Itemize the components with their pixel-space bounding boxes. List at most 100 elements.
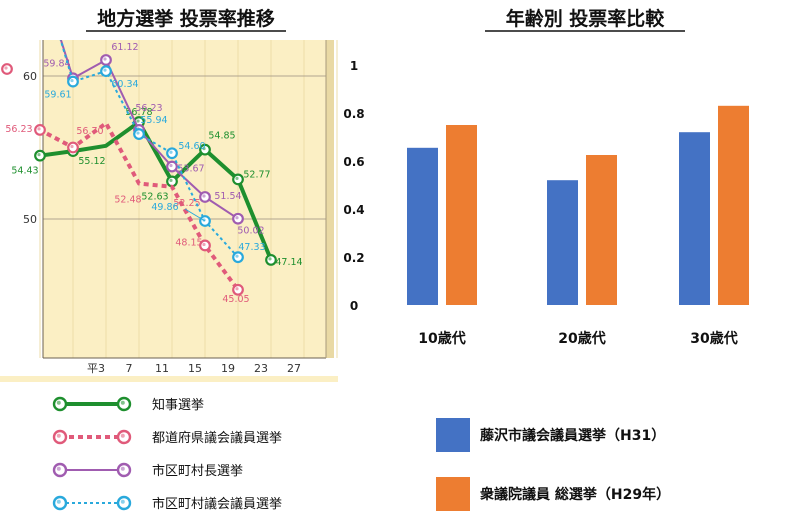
bar-shugiin [718,105,749,305]
data-label: 56.70 [76,126,103,137]
data-label: 56.23 [5,124,32,135]
marker-dot-mayor [235,216,239,220]
data-label: 52.77 [243,169,270,180]
x-tick-label: 23 [254,362,268,375]
right-y-tick: 0 [350,299,358,313]
left-plot-background [43,40,326,358]
data-label: 55.12 [78,156,105,167]
right-y-tick: 0.6 [343,155,364,169]
right-chart-title: 年齢別 投票率比較 [506,7,666,30]
legend-label-fujisawa: 藤沢市議会議員選挙（H31） [480,427,665,444]
marker-dot-prefectural [202,242,206,247]
bar-fujisawa [407,147,438,305]
legend-label-governor: 知事選挙 [152,397,204,413]
marker-dot-municipal [103,68,107,72]
y-tick-50: 50 [23,213,37,226]
marker-dot-governor [202,147,206,151]
x-tick-label: 15 [188,362,202,375]
left-chart-title: 地方選挙 投票率推移 [97,7,275,30]
x-tick-label: 平3 [87,362,105,375]
data-label: 56.78 [125,107,152,118]
data-label: 52.63 [141,191,168,202]
legend-marker-dot [120,400,125,405]
legend-marker-dot [56,466,61,471]
legend-marker-dot [120,433,125,438]
legend-label-municipal: 市区町村議会議員選挙 [152,496,282,512]
data-label: 49.86 [151,202,178,213]
legend-marker-dot [120,499,125,504]
bar-shugiin [446,125,477,305]
series-line-prefectural [43,121,240,291]
x-tick-label: 11 [155,362,169,375]
marker-dot-prefectural [37,127,41,131]
right-bar-chart: 1 0.8 0.6 0.4 0.2 0 10歳代 20歳代 30歳代 [343,59,749,347]
x-tick-label: 27 [287,362,301,375]
data-label: 56.23 [135,103,162,114]
marker-dot-governor [268,257,272,261]
data-label: 59.84 [43,58,70,69]
data-label: 54.85 [208,131,235,142]
right-legend: 藤沢市議会議員選挙（H31） 衆議院議員 総選挙（H29年） [436,418,670,511]
legend-label-shugiin: 衆議院議員 総選挙（H29年） [480,486,670,503]
right-y-tick: 1 [350,59,358,73]
marker-dot-prefectural [4,66,8,70]
series-municipal: 59.61 60.34 55.94 54.60 49.86 47.33 [44,40,266,264]
marker-dot-prefectural [235,287,239,291]
data-label: 54.43 [11,166,38,177]
category-label: 20歳代 [558,330,605,347]
marker-dot-governor [169,178,173,182]
left-plot-shadow [326,40,334,358]
marker-dot-municipal [235,254,239,258]
legend-swatch-shugiin [436,477,470,511]
marker-dot-prefectural [70,144,74,149]
data-label: 52.25 [173,198,200,209]
legend-stripe [0,376,338,382]
left-series-group: 54.4355.1256.7852.6354.8552.7747.1460.49… [1,40,303,305]
left-vertical-grid [39,40,338,358]
legend-label-mayor: 市区町村長選挙 [152,463,243,479]
marker-dot-municipal [70,78,74,83]
data-label: 61.12 [111,42,138,53]
marker-dot-governor [235,176,239,180]
marker-dot-mayor [202,194,206,198]
data-label: 52.48 [114,195,141,206]
series-line-governor [43,120,273,261]
category-label: 30歳代 [690,330,737,347]
data-label: 51.54 [214,191,241,202]
bar-shugiin [586,155,617,305]
left-x-ticks: 平3 7 11 15 19 23 27 [87,362,301,375]
data-label: 47.14 [275,257,302,268]
legend-swatch-fujisawa [436,418,470,452]
legend-marker-dot [56,433,61,438]
data-label: 45.05 [222,294,249,305]
marker-dot-municipal [136,131,140,135]
data-label: 54.60 [178,141,205,152]
data-label: 59.61 [44,90,71,101]
data-label: 47.33 [238,242,265,253]
x-tick-label: 7 [126,362,133,375]
marker-dot-governor [37,153,41,157]
marker-dot-mayor [103,57,107,61]
y-tick-60: 60 [23,70,37,83]
legend-label-prefectural: 都道府県議会議員選挙 [152,431,282,446]
data-label: 48.15 [175,237,202,248]
bar-fujisawa [679,132,710,305]
category-label: 10歳代 [418,330,465,347]
marker-dot-mayor [169,163,173,168]
right-y-tick: 0.4 [343,203,364,217]
legend-marker-dot [56,400,61,405]
legend-marker-dot [56,499,61,504]
data-label: 55.94 [140,115,167,126]
bar-fujisawa [547,180,578,305]
x-tick-label: 19 [221,362,235,375]
label-leader [184,208,206,222]
marker-dot-municipal [169,150,173,154]
marker-dot-governor [136,119,140,123]
legend-marker-dot [120,466,125,471]
data-label: 53.67 [177,164,204,175]
right-y-tick: 0.8 [343,107,364,121]
right-y-tick: 0.2 [343,251,364,265]
